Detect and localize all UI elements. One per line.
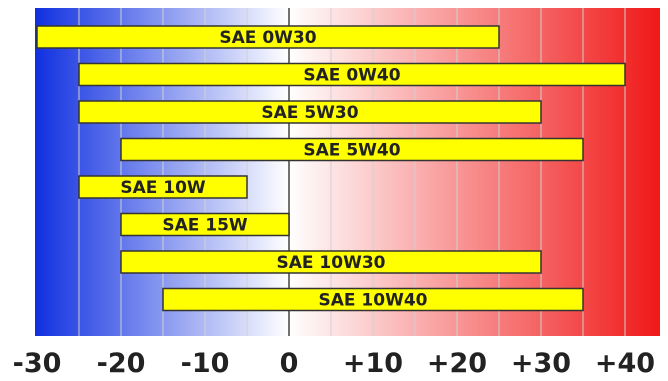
range-bars: SAE 0W30 SAE 0W40 SAE 5W30 SAE 5W40 SAE 10W S… [36, 25, 626, 312]
x-tick-label: +10 [343, 348, 403, 379]
range-bar [120, 212, 290, 237]
x-tick-label: 0 [280, 348, 299, 379]
x-axis-ticks: -30 -20 -10 0 +10 +20 +30 +40 [13, 348, 655, 379]
x-tick-label: -20 [97, 348, 146, 379]
range-bar-label: SAE 10W [120, 178, 206, 198]
x-tick-label: -10 [181, 348, 230, 379]
x-tick-label: +30 [511, 348, 571, 379]
x-tick-label: +40 [595, 348, 655, 379]
x-tick-label: +20 [427, 348, 487, 379]
range-bar-label: SAE 5W30 [261, 103, 358, 123]
range-bar [36, 25, 500, 49]
range-bar-label: SAE 5W40 [303, 141, 400, 161]
plot-background [35, 8, 660, 336]
range-bar [120, 137, 584, 162]
x-tick-label: -30 [13, 348, 62, 379]
range-bar [120, 250, 542, 274]
range-bar-label: SAE 0W40 [303, 66, 400, 86]
range-bar [78, 175, 248, 199]
range-bar [162, 287, 584, 312]
range-bar-label: SAE 0W30 [219, 28, 316, 48]
range-bar-label: SAE 15W [162, 216, 248, 236]
range-bar-label: SAE 10W40 [319, 291, 428, 311]
range-bar-label: SAE 10W30 [277, 253, 386, 273]
range-bar [78, 100, 542, 124]
grid-lines [78, 8, 626, 336]
range-bar [78, 62, 626, 87]
